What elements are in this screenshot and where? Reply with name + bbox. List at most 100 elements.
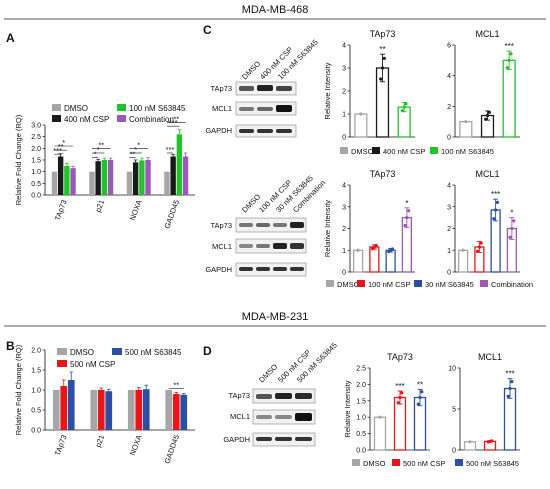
bar [101, 160, 108, 195]
bar [354, 113, 368, 138]
data-point [495, 200, 500, 204]
y-tick-label: 0.5 [31, 181, 41, 188]
chart-d2: 0 5 10 MCL1*** [448, 352, 520, 455]
bar [145, 160, 151, 195]
bar [57, 156, 64, 195]
y-tick-label: 4 [342, 183, 346, 190]
significance-label: *** [505, 370, 514, 379]
data-point [510, 380, 514, 384]
chart-title: TAp73 [387, 352, 413, 362]
bar [502, 59, 516, 138]
bar [95, 161, 101, 195]
blot-band [273, 267, 287, 271]
y-tick-label: 3 [342, 66, 346, 73]
bar [90, 390, 98, 430]
data-point [464, 120, 468, 124]
y-tick-label: 0 [342, 135, 346, 142]
legend-label: 500 nM S63845 [466, 459, 519, 468]
y-tick-label: 2 [342, 226, 346, 233]
data-point [402, 105, 406, 109]
chart-a: 0.0 0.5 1.0 1.5 2.0 2.5 3.0 Relative Fold Chang… [14, 114, 195, 230]
bar [459, 121, 473, 138]
significance-label: * [137, 140, 140, 149]
y-tick-label: 0.0 [31, 193, 41, 200]
blot-band [239, 244, 253, 248]
blot-band [276, 105, 292, 112]
blot-band [276, 86, 292, 91]
bar [97, 390, 105, 430]
y-axis-label: Relative Intensity [343, 380, 352, 437]
data-point [487, 110, 491, 114]
panel-letter-d: D [203, 344, 212, 358]
y-tick-label: 2 [342, 89, 346, 96]
data-point [510, 226, 514, 231]
significance-label: * [94, 150, 97, 159]
blot-row-label: GAPDH [223, 435, 250, 444]
data-point [380, 66, 385, 70]
y-tick-label: 0 [447, 135, 451, 142]
significance-label: ** [173, 115, 179, 124]
significance-label: * [510, 209, 513, 218]
blot-band [275, 415, 292, 419]
data-point [398, 395, 402, 400]
legend-label: DMSO [64, 104, 88, 113]
bar [385, 249, 396, 273]
data-point [390, 247, 395, 251]
western-blot-c2: DMSO 100 nM CSP 30 nM S63845 Combination… [205, 174, 327, 277]
bar [107, 160, 114, 195]
bar [67, 380, 75, 430]
significance-label: *** [491, 190, 500, 199]
x-tick-label: TAp73 [53, 434, 69, 457]
legend-label: DMSO [351, 147, 374, 156]
legend-d: DMSO 500 nM CSP 500 nM S63845 [352, 459, 519, 468]
x-tick-label: NOXA [128, 199, 144, 222]
significance-label: *** [166, 145, 175, 154]
data-point [468, 440, 472, 444]
data-point [461, 248, 465, 252]
data-point [405, 216, 409, 220]
legend-swatch-dmso [57, 348, 67, 355]
blot-band [257, 129, 273, 133]
legend-c1: DMSO 400 nM CSP 100 nM S63845 [340, 147, 494, 156]
blot-band [239, 86, 254, 91]
y-tick-label: 1.0 [31, 169, 41, 176]
significance-label: ** [98, 140, 104, 149]
western-blot-c1: DMSO 400 nM CSP 100 nM S63845 TAp73 MCL1… [205, 38, 320, 138]
y-axis-label: Relative Fold Change (RQ) [14, 114, 23, 205]
significance-label: *** [53, 146, 62, 155]
legend-c2: DMSO 100 nM CSP 30 nM S63845 Combination [326, 280, 533, 289]
legend-swatch-s63845 [414, 280, 422, 287]
blot-band [273, 223, 287, 227]
y-tick-label: 6 [447, 43, 451, 50]
data-point [475, 249, 480, 253]
blot-row-label: TAp73 [210, 84, 232, 93]
chart-title: TAp73 [370, 29, 396, 39]
blot-band [239, 107, 254, 111]
legend-swatch-csp [357, 280, 365, 287]
y-tick-label: 1.0 [31, 388, 41, 395]
blot-band [290, 222, 304, 228]
blot-band [256, 267, 270, 271]
legend-label: 500 nM CSP [403, 459, 446, 468]
y-tick-label: 3 [447, 204, 451, 211]
bar [64, 165, 70, 195]
legend-label: 400 nM CSP [383, 147, 426, 156]
bar [369, 246, 380, 273]
blot-band [256, 415, 272, 419]
legend-label: 500 nM S63845 [125, 348, 182, 357]
legend-swatch-csp [52, 115, 61, 122]
y-tick-label: 4 [447, 183, 451, 190]
legend-label: 100 nM S63845 [441, 147, 494, 156]
legend-swatch-s63845 [430, 147, 438, 154]
data-point [382, 56, 386, 60]
data-point [505, 66, 509, 70]
bar [393, 396, 407, 451]
y-tick-label: 2 [447, 226, 451, 233]
bar [353, 249, 364, 273]
blot-row-label: MCL1 [212, 104, 232, 113]
bar [51, 171, 58, 195]
data-point [484, 117, 488, 121]
chart-d1: 0.0 0.5 1.0 1.5 2.0 2.5 Relative Intensity TAp7… [343, 352, 430, 455]
y-tick-label: 2.0 [31, 146, 41, 153]
western-blot-d: DMSO 500 nM CSP 500 nM S63845 TAp73 MCL1… [223, 341, 339, 447]
